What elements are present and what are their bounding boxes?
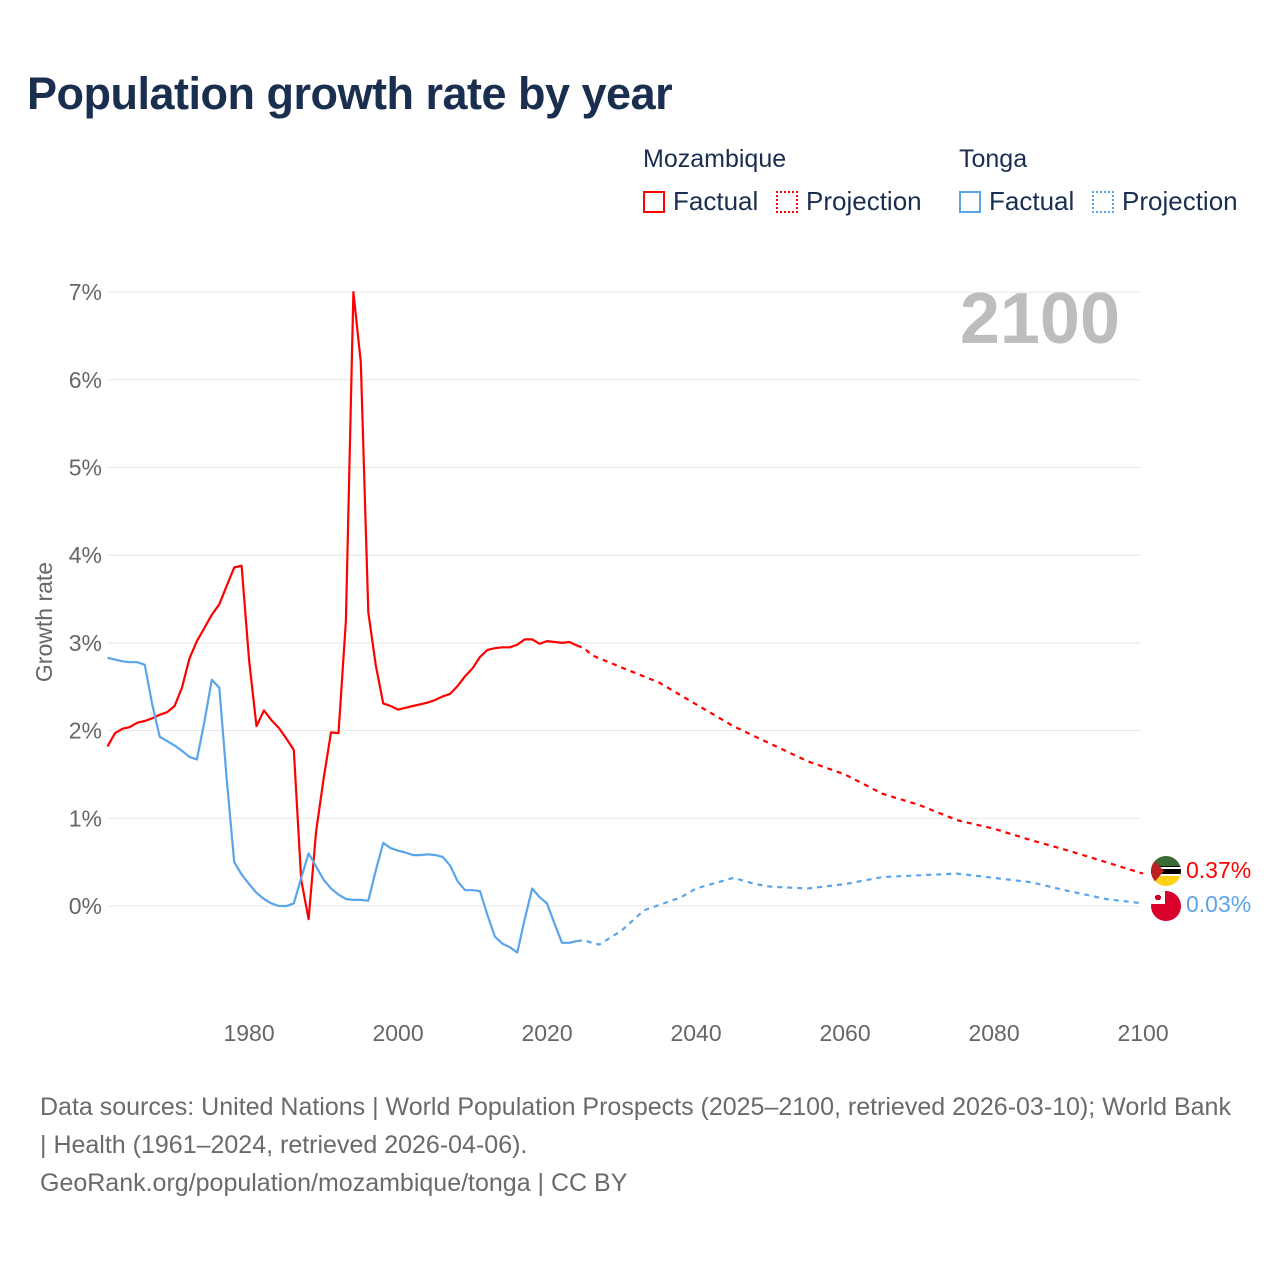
legend-label: Projection: [1122, 186, 1238, 216]
y-tick-label: 6%: [69, 367, 102, 393]
flag-field: [1151, 891, 1181, 921]
line-chart: 0% 1% 2% 3% 4% 5% 6% 7% 1980 2000 2020 2040 2060 2080…: [31, 279, 1251, 1046]
mozambique-flag-icon: [1151, 856, 1181, 886]
legend-mozambique-factual[interactable]: Factual: [643, 186, 758, 217]
tonga-end-value: 0.03%: [1186, 891, 1251, 917]
tonga-factual-line: [107, 656, 578, 954]
flag-triangle: [1151, 856, 1164, 886]
data-sources: Data sources: United Nations | World Pop…: [40, 1093, 1231, 1159]
legend-tonga-factual[interactable]: Factual: [959, 186, 1074, 217]
x-tick-label: 2000: [372, 1020, 423, 1046]
mozambique-factual-line: [106, 291, 578, 921]
flag-fimbriation: [1151, 874, 1181, 876]
flag-stripe-yellow: [1151, 876, 1181, 886]
x-tick-label: 2020: [521, 1020, 572, 1046]
legend-group-tonga: Tonga: [959, 145, 1028, 173]
legend-swatch-solid: [959, 190, 981, 213]
x-tick-label: 1980: [223, 1020, 274, 1046]
legend-label: Projection: [806, 186, 922, 216]
flag-fimbriation: [1151, 867, 1181, 869]
y-tick-label: 0%: [69, 893, 102, 919]
credit-link[interactable]: GeoRank.org/population/mozambique/tonga …: [40, 1169, 628, 1197]
legend-swatch-dotted: [776, 190, 798, 213]
legend-swatch-solid: [643, 190, 665, 213]
y-tick-label: 7%: [69, 279, 102, 305]
flag-cross: [1155, 896, 1161, 899]
x-tick-label: 2080: [968, 1020, 1019, 1046]
y-axis-label: Growth rate: [31, 562, 57, 682]
y-tick-label: 3%: [69, 630, 102, 656]
legend-swatch-dotted: [1092, 190, 1114, 213]
footer: Data sources: United Nations | World Pop…: [40, 1088, 1240, 1202]
legend-label: Factual: [989, 186, 1075, 216]
y-tick-label: 1%: [69, 805, 102, 831]
y-tick-label: 4%: [69, 542, 102, 568]
legend-group-mozambique: Mozambique: [643, 145, 787, 173]
flag-body: [1151, 891, 1181, 921]
flag-stripe-black: [1151, 866, 1181, 876]
tonga-projection-line: [576, 872, 1144, 946]
flag-stripe-green: [1151, 856, 1181, 866]
legend-mozambique-projection[interactable]: Projection: [776, 186, 922, 217]
x-tick-label: 2040: [670, 1020, 721, 1046]
chart-title: Population growth rate by year: [27, 68, 673, 119]
x-tick-label: 2060: [819, 1020, 870, 1046]
mozambique-projection-line: [576, 644, 1144, 875]
x-tick-label: 2100: [1117, 1020, 1168, 1046]
legend-label: Factual: [673, 186, 759, 216]
legend-tonga-projection[interactable]: Projection: [1092, 186, 1238, 217]
y-tick-label: 5%: [69, 455, 102, 481]
flag-body: [1151, 856, 1181, 886]
tonga-flag-icon: [1151, 891, 1181, 921]
y-tick-label: 2%: [69, 718, 102, 744]
mozambique-end-value: 0.37%: [1186, 857, 1251, 883]
current-year-label: 2100: [960, 279, 1120, 359]
